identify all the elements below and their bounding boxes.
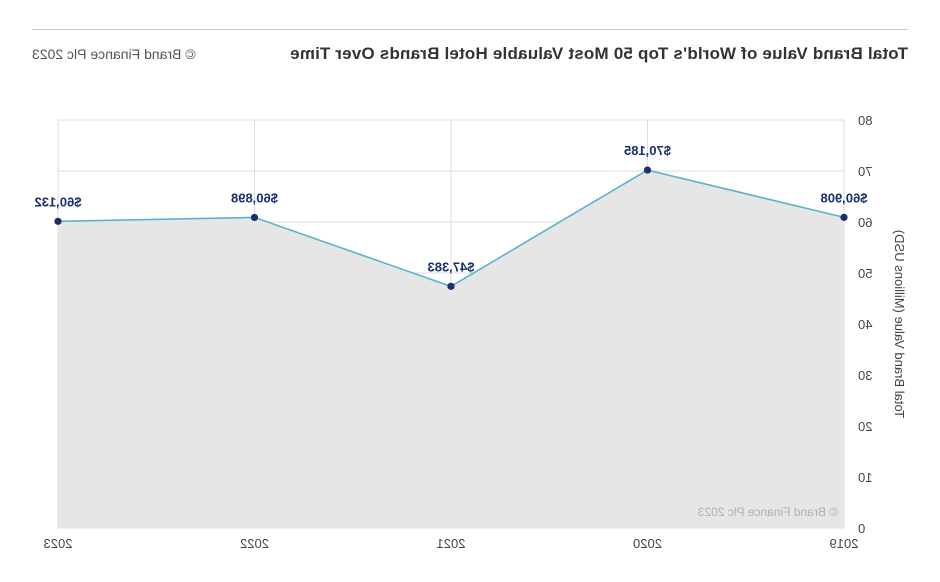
y-axis-title: Total Brand Value (Millions USD) bbox=[892, 230, 907, 418]
data-point bbox=[447, 282, 455, 290]
x-tick-label: 2020 bbox=[633, 536, 662, 551]
data-label: $70,185 bbox=[624, 143, 671, 158]
data-point bbox=[54, 217, 62, 225]
y-tick-label: 40 bbox=[858, 317, 872, 332]
data-point bbox=[250, 213, 259, 222]
y-tick-label: 0 bbox=[858, 521, 865, 536]
y-tick-label: 60 bbox=[858, 215, 872, 230]
x-tick-label: 2022 bbox=[240, 536, 269, 551]
x-tick-label: 2023 bbox=[44, 536, 73, 551]
y-tick-label: 20 bbox=[858, 419, 872, 434]
watermark: © Brand Finance Plc 2023 bbox=[697, 505, 838, 519]
y-tick-label: 30 bbox=[858, 368, 872, 383]
data-point bbox=[643, 166, 652, 174]
data-label: $60,908 bbox=[821, 190, 868, 205]
x-tick-label: 2019 bbox=[830, 536, 859, 551]
y-tick-label: 80 bbox=[858, 113, 872, 128]
y-tick-label: 70 bbox=[858, 164, 872, 179]
area-fill bbox=[58, 170, 844, 528]
data-label: $60,898 bbox=[231, 190, 278, 205]
y-tick-label: 50 bbox=[858, 266, 872, 281]
data-point bbox=[840, 213, 848, 221]
x-tick-label: 2021 bbox=[437, 536, 466, 551]
data-label: $47,383 bbox=[428, 259, 475, 274]
data-label: $60,132 bbox=[35, 194, 82, 209]
y-tick-label: 10 bbox=[858, 470, 872, 485]
